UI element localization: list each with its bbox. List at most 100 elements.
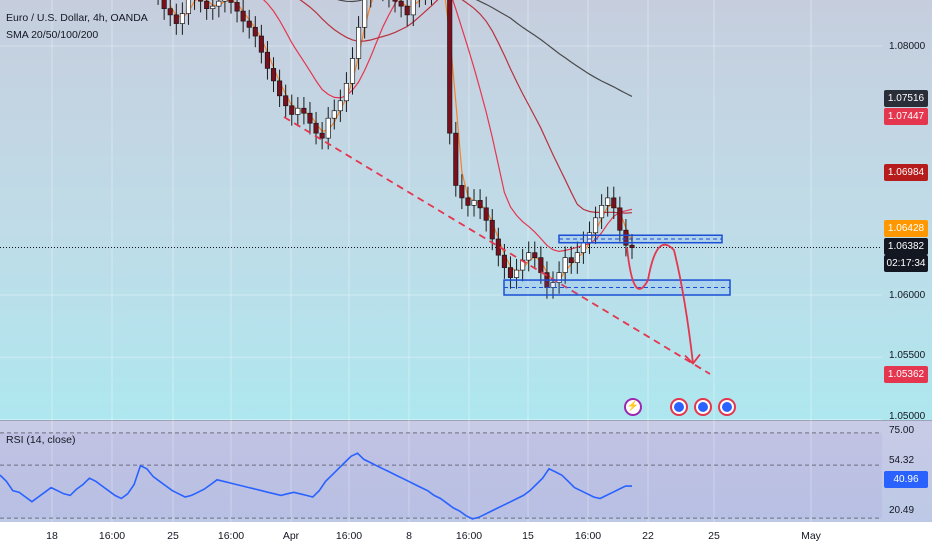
candle-body: [270, 68, 277, 82]
candle-body: [465, 197, 471, 206]
rsi-level-label: 54.32: [889, 455, 915, 466]
rsi-band: [0, 432, 882, 519]
time-label: 15: [522, 530, 534, 542]
time-label: 16:00: [98, 530, 126, 542]
time-label: 25: [708, 530, 720, 542]
candle-body: [605, 197, 611, 206]
time-label: 16:00: [574, 530, 602, 542]
candle-body: [507, 267, 514, 278]
time-label: 16:00: [455, 530, 483, 542]
candle-body: [240, 10, 246, 22]
rsi-pane-background: [0, 421, 932, 526]
candle-body: [331, 110, 337, 119]
last-price-tag: 1.06382: [884, 238, 928, 255]
rsi-legend[interactable]: RSI (14, close): [6, 434, 76, 446]
candle-body: [398, 0, 404, 7]
flag-icon[interactable]: [670, 398, 688, 416]
candle-body: [173, 14, 179, 24]
candle-body: [283, 95, 289, 107]
bar-countdown-tag: 02:17:34: [884, 255, 928, 272]
annotations: [283, 116, 731, 375]
candle-body: [264, 51, 270, 69]
main-pane-background: [0, 0, 932, 420]
time-label: 16:00: [217, 530, 245, 542]
projected-path: [626, 243, 694, 364]
candle-body: [185, 0, 192, 14]
candle-body: [198, 0, 204, 2]
price-label: 1.08000: [889, 41, 926, 52]
time-label: May: [801, 530, 821, 542]
bolt-icon[interactable]: ⚡: [624, 398, 642, 416]
rsi-value-tag: 40.96: [884, 471, 928, 488]
candle-body: [556, 272, 562, 283]
time-label: 25: [167, 530, 179, 542]
candle-body: [592, 217, 599, 234]
sma20-price-tag: 1.06428: [884, 220, 928, 237]
sma50-price-tag: 1.06984: [884, 164, 928, 181]
candle-body: [161, 0, 167, 9]
candle-body: [307, 112, 313, 124]
candle-body: [289, 105, 295, 115]
candle-body: [343, 82, 349, 102]
candle-body: [483, 207, 489, 221]
sma50-line: [262, 0, 633, 253]
candle-body: [404, 5, 410, 16]
candle-body: [574, 252, 580, 263]
sma100-line: [299, 0, 633, 214]
candle-body: [295, 107, 301, 115]
rsi-level-label: 75.00: [889, 425, 915, 436]
flag-icon[interactable]: [718, 398, 736, 416]
price-label: 1.05500: [889, 350, 926, 361]
candle-body: [258, 35, 264, 53]
time-label: 8: [406, 530, 412, 542]
candle-body: [568, 257, 574, 263]
time-axis-background: [0, 522, 932, 550]
sma-legend[interactable]: SMA 20/50/100/200: [6, 29, 99, 41]
rsi-line: [0, 452, 633, 520]
price-label: 1.05000: [889, 411, 926, 422]
time-label: 22: [642, 530, 654, 542]
rsi-level-label: 20.49: [889, 505, 915, 516]
candle-body: [313, 122, 319, 134]
candle-body: [410, 0, 416, 16]
candle-body: [179, 13, 185, 24]
projected-path-arrowhead: [684, 353, 701, 365]
candle-body: [538, 257, 544, 273]
candle-body: [489, 219, 495, 240]
candle-body: [325, 117, 331, 139]
time-label: Apr: [282, 530, 300, 542]
candle-body: [277, 80, 283, 97]
candle-body: [514, 269, 520, 278]
time-label: 16:00: [335, 530, 363, 542]
symbol-legend[interactable]: Euro / U.S. Dollar, 4h, OANDA: [6, 12, 148, 24]
candle-body: [599, 205, 605, 219]
candle-body: [204, 0, 210, 9]
candle-body: [301, 107, 307, 114]
candle-body: [234, 2, 240, 12]
flag-icon[interactable]: [694, 398, 712, 416]
candle-body: [252, 26, 258, 37]
candle-body: [532, 252, 538, 258]
candle-body: [216, 0, 222, 7]
target-price-tag: 1.05362: [884, 366, 928, 383]
candle-body: [629, 244, 635, 249]
sma200-line: [337, 0, 633, 97]
candle-body: [611, 197, 617, 209]
candle-body: [617, 207, 623, 231]
candle-body: [210, 5, 216, 9]
candle-body: [228, 0, 234, 3]
candle-body: [246, 20, 252, 28]
grid-lines: [0, 246, 882, 248]
candle-body: [471, 200, 477, 206]
time-label: 18: [46, 530, 58, 542]
candle-body: [501, 254, 507, 268]
candle-body: [319, 132, 325, 139]
candle-body: [526, 252, 532, 261]
price-label: 1.06000: [889, 290, 926, 301]
candle-body: [349, 58, 356, 84]
rsi-indicator: [0, 432, 882, 520]
candle-body: [562, 257, 568, 273]
candle-body: [392, 0, 398, 2]
